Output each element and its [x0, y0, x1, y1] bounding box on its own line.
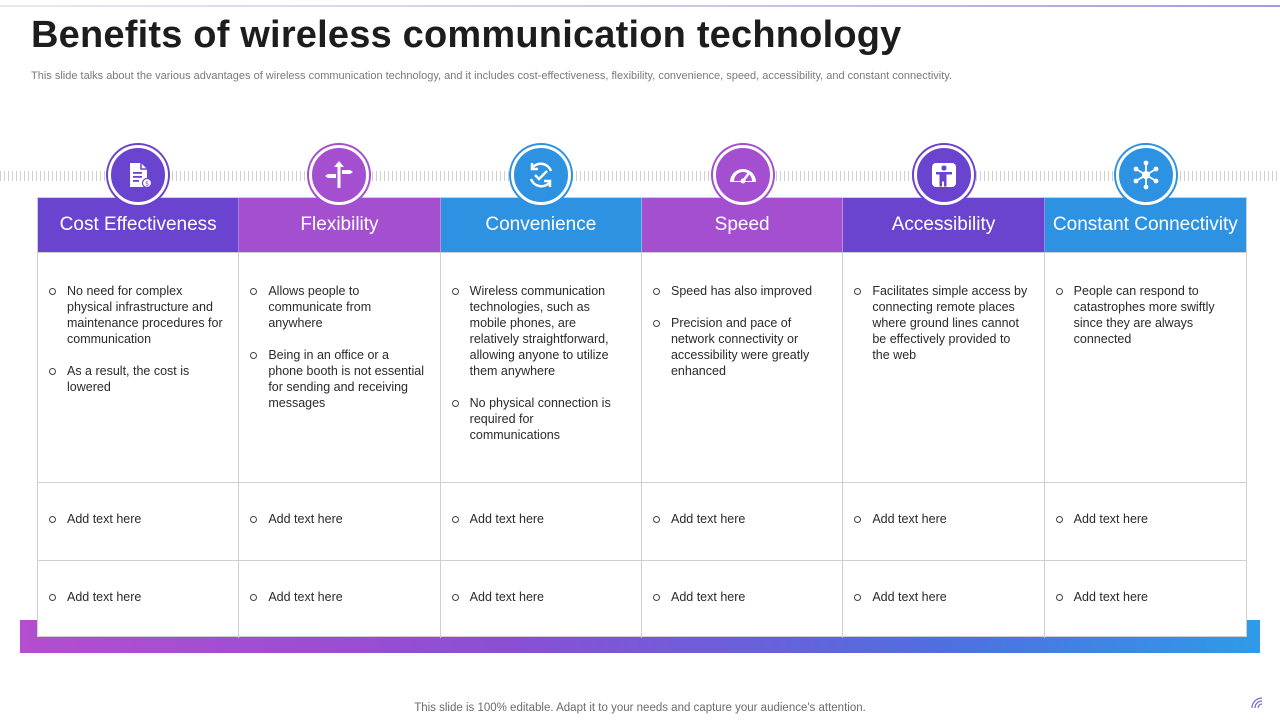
column-header: Cost Effectiveness [38, 198, 239, 252]
speedometer-icon [713, 145, 773, 205]
placeholder-text[interactable]: Add text here [652, 589, 828, 605]
placeholder-text[interactable]: Add text here [853, 589, 1029, 605]
placeholder-cell: Add text here [642, 560, 843, 638]
svg-text:$: $ [145, 181, 149, 188]
column-header-label: Flexibility [300, 214, 378, 236]
signpost-arrows-icon [309, 145, 369, 205]
benefit-cell: Speed has also improved Precision and pa… [642, 252, 843, 482]
dotted-decoration [0, 171, 1280, 181]
wifi-logo-icon [1250, 696, 1264, 710]
bullet-item: Being in an office or a phone booth is n… [249, 347, 425, 411]
placeholder-cell: Add text here [239, 482, 440, 560]
placeholder-text[interactable]: Add text here [48, 511, 224, 527]
document-money-icon: $ [108, 145, 168, 205]
placeholder-cell: Add text here [38, 560, 239, 638]
benefit-cell: Wireless communication technologies, suc… [441, 252, 642, 482]
bullet-item: Facilitates simple access by connecting … [853, 283, 1029, 363]
bullet-item: No physical connection is required for c… [451, 395, 627, 443]
bullet-item: Wireless communication technologies, suc… [451, 283, 627, 379]
placeholder-cell: Add text here [843, 482, 1044, 560]
column-header: Constant Connectivity [1045, 198, 1246, 252]
column-header-label: Constant Connectivity [1053, 214, 1238, 236]
column-header: Convenience [441, 198, 642, 252]
placeholder-text[interactable]: Add text here [853, 511, 1029, 527]
benefit-cell: Facilitates simple access by connecting … [843, 252, 1044, 482]
placeholder-text[interactable]: Add text here [451, 511, 627, 527]
placeholder-cell: Add text here [1045, 560, 1246, 638]
bullet-item: Allows people to communicate from anywhe… [249, 283, 425, 331]
placeholder-text[interactable]: Add text here [652, 511, 828, 527]
network-hub-icon [1116, 145, 1176, 205]
placeholder-text[interactable]: Add text here [451, 589, 627, 605]
placeholder-text[interactable]: Add text here [48, 589, 224, 605]
refresh-check-icon [511, 145, 571, 205]
placeholder-cell: Add text here [441, 560, 642, 638]
bullet-item: Speed has also improved [652, 283, 828, 299]
placeholder-text[interactable]: Add text here [1055, 589, 1232, 605]
bullet-item: No need for complex physical infrastruct… [48, 283, 224, 347]
column-header: Speed [642, 198, 843, 252]
placeholder-text[interactable]: Add text here [1055, 511, 1232, 527]
bullet-item: People can respond to catastrophes more … [1055, 283, 1232, 347]
column-header-label: Accessibility [892, 214, 995, 236]
bullet-item: As a result, the cost is lowered [48, 363, 224, 395]
column-header: Accessibility [843, 198, 1044, 252]
footer-note: This slide is 100% editable. Adapt it to… [0, 702, 1280, 714]
column-header-label: Cost Effectiveness [60, 214, 217, 236]
top-accent-line [0, 5, 1280, 7]
placeholder-text[interactable]: Add text here [249, 511, 425, 527]
accessibility-person-icon [914, 145, 974, 205]
placeholder-cell: Add text here [239, 560, 440, 638]
placeholder-cell: Add text here [1045, 482, 1246, 560]
slide-subtitle: This slide talks about the various advan… [31, 70, 952, 82]
placeholder-text[interactable]: Add text here [249, 589, 425, 605]
placeholder-cell: Add text here [441, 482, 642, 560]
column-header-label: Speed [715, 214, 770, 236]
benefit-cell: Allows people to communicate from anywhe… [239, 252, 440, 482]
benefits-table: Cost Effectiveness Flexibility Convenien… [37, 197, 1247, 637]
placeholder-cell: Add text here [38, 482, 239, 560]
column-header-label: Convenience [485, 214, 596, 236]
placeholder-cell: Add text here [843, 560, 1044, 638]
placeholder-cell: Add text here [642, 482, 843, 560]
benefit-cell: People can respond to catastrophes more … [1045, 252, 1246, 482]
bullet-item: Precision and pace of network connectivi… [652, 315, 828, 379]
benefit-cell: No need for complex physical infrastruct… [38, 252, 239, 482]
column-header: Flexibility [239, 198, 440, 252]
slide-title: Benefits of wireless communication techn… [31, 14, 902, 57]
